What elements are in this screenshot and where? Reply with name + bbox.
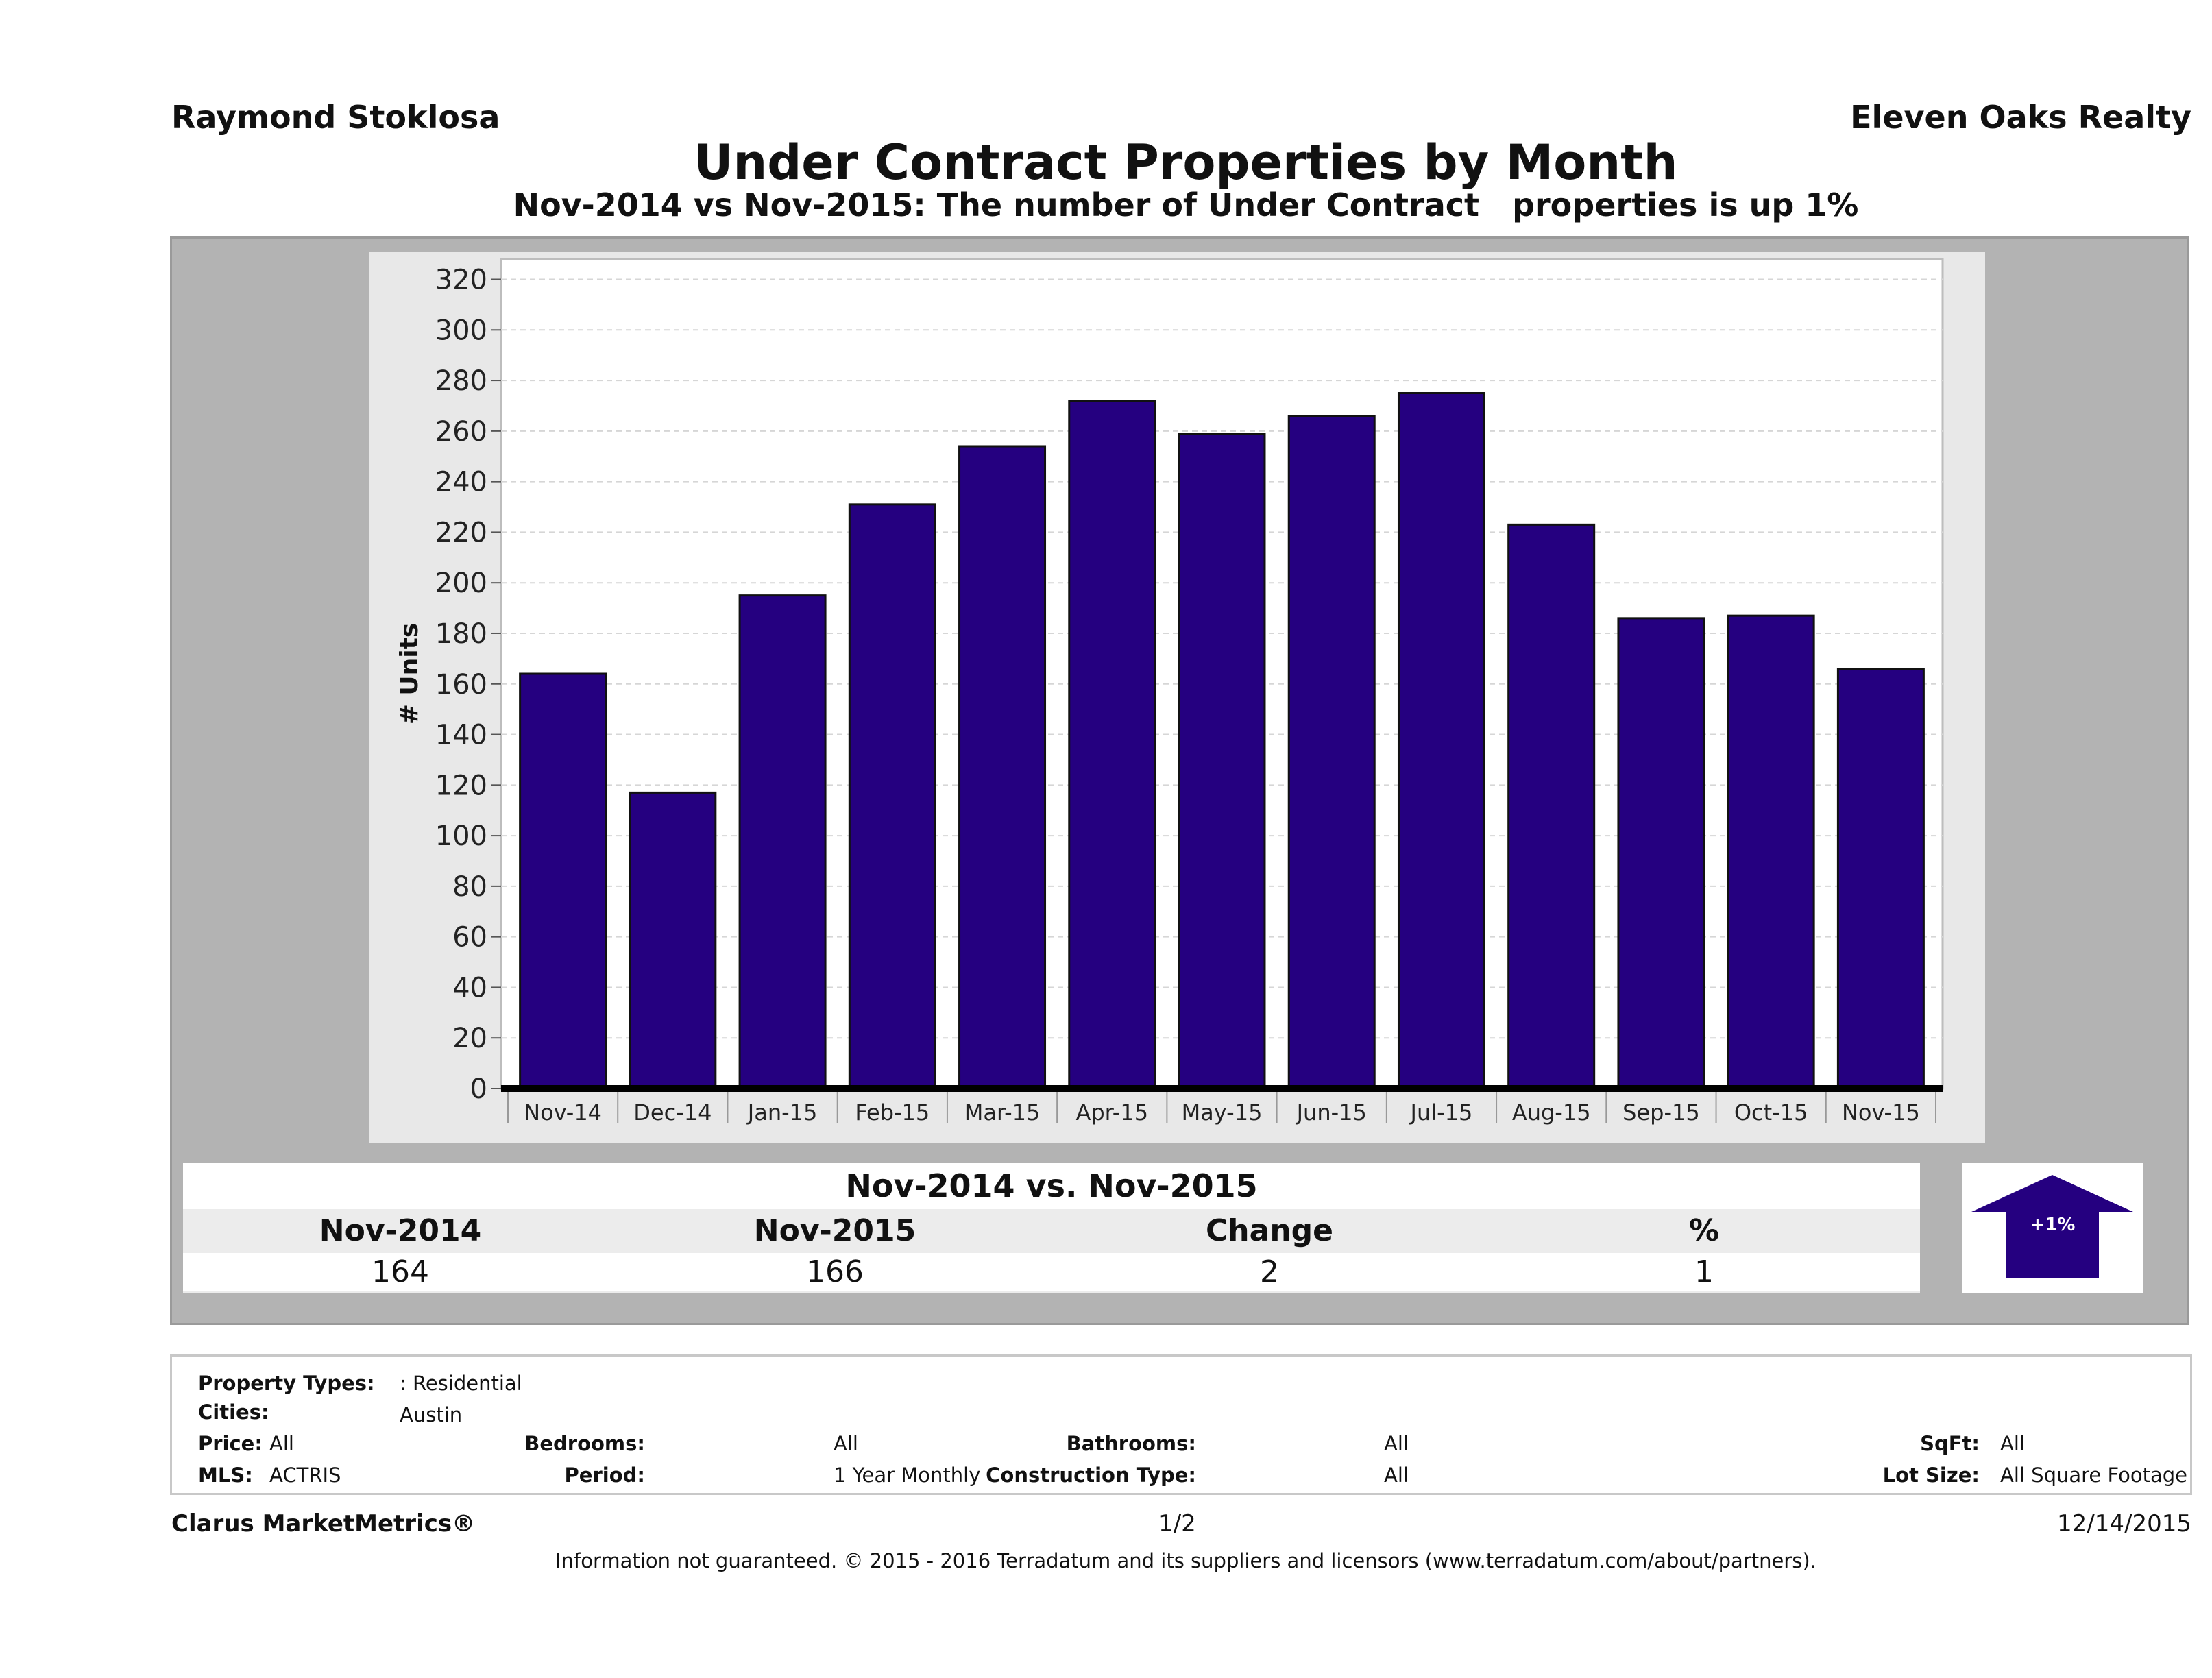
y-tick-label: 120 [435, 770, 487, 801]
value-percent: 1 [1694, 1254, 1714, 1289]
y-tick-label: 320 [435, 265, 487, 296]
x-tick-label: Jul-15 [1409, 1099, 1473, 1126]
y-tick-label: 60 [452, 922, 487, 953]
page-number: 1/2 [1158, 1510, 1196, 1537]
chart-title: Under Contract Properties by Month [694, 134, 1678, 191]
plot-area: 0 20 40 60 80 100 120 140 160 180 200 220 240 260 280 3… [369, 252, 1985, 1143]
price-label: Price: [198, 1432, 263, 1455]
construction-type-label: Construction Type: [986, 1463, 1196, 1487]
mls-label: MLS: [198, 1463, 253, 1487]
bedrooms-label: Bedrooms: [524, 1432, 645, 1455]
property-types-value: : Residential [400, 1372, 522, 1395]
y-tick-label: 200 [435, 568, 487, 599]
x-tick-label: May-15 [1182, 1099, 1263, 1126]
period-value: 1 Year Monthly [834, 1463, 981, 1487]
property-types-label: Property Types: [198, 1372, 375, 1395]
agent-name: Raymond Stoklosa [171, 99, 500, 136]
y-tick-label: 140 [435, 720, 487, 751]
bar [958, 445, 1047, 1090]
x-tick-label: Mar-15 [964, 1099, 1041, 1126]
chart-panel: 0 20 40 60 80 100 120 140 160 180 200 220 240 260 280 3… [170, 236, 2189, 1325]
x-tick-label: Sep-15 [1622, 1099, 1700, 1126]
chart-subtitle: Nov-2014 vs Nov-2015: The number of Unde… [513, 186, 1859, 223]
comparison-header-row: Nov-2014 Nov-2015 Change % [183, 1209, 1920, 1253]
comparison-title: Nov-2014 vs. Nov-2015 [183, 1163, 1920, 1209]
construction-type-value: All [1384, 1463, 1409, 1487]
bar [848, 503, 936, 1090]
y-tick-label: 40 [452, 972, 487, 1004]
value-nov-2014: 164 [372, 1254, 429, 1289]
y-axis-label: # Units [396, 623, 424, 725]
up-arrow-icon [1971, 1175, 2133, 1278]
x-tick-label: Feb-15 [855, 1099, 929, 1126]
y-tick-label: 180 [435, 618, 487, 650]
y-tick-label: 240 [435, 467, 487, 498]
y-tick-label: 80 [452, 871, 487, 903]
x-tick-label: Aug-15 [1512, 1099, 1591, 1126]
bar [1507, 523, 1596, 1090]
period-label: Period: [564, 1463, 645, 1487]
y-tick-label: 100 [435, 820, 487, 852]
x-tick-label: Dec-14 [633, 1099, 712, 1126]
bathrooms-label: Bathrooms: [1066, 1432, 1196, 1455]
report-date: 12/14/2015 [2057, 1510, 2191, 1537]
lot-size-label: Lot Size: [1882, 1463, 1980, 1487]
cities-value: Austin [400, 1403, 463, 1426]
x-tick-label: Nov-14 [524, 1099, 602, 1126]
bar [519, 672, 607, 1090]
bar [1178, 433, 1266, 1090]
bedrooms-value: All [834, 1432, 858, 1455]
header-nov-2014: Nov-2014 [319, 1213, 482, 1248]
header-nov-2015: Nov-2015 [753, 1213, 916, 1248]
comparison-table: Nov-2014 vs. Nov-2015 Nov-2014 Nov-2015 … [183, 1163, 1920, 1293]
sqft-label: SqFt: [1920, 1432, 1980, 1455]
footer-brand: Clarus MarketMetrics® [171, 1510, 476, 1537]
x-tick-label: Oct-15 [1734, 1099, 1808, 1126]
y-tick-label: 0 [470, 1073, 487, 1105]
y-tick-label: 260 [435, 416, 487, 448]
bathrooms-value: All [1384, 1432, 1409, 1455]
mls-value: ACTRIS [269, 1463, 341, 1487]
comparison-value-row: 164 166 2 1 [183, 1253, 1920, 1291]
header-change: Change [1206, 1213, 1333, 1248]
bar [1287, 415, 1376, 1090]
bar-chart: 0 20 40 60 80 100 120 140 160 180 200 220 240 260 280 3… [396, 258, 1944, 1126]
x-tick-label: Apr-15 [1075, 1099, 1148, 1126]
value-nov-2015: 166 [806, 1254, 864, 1289]
price-value: All [269, 1432, 294, 1455]
disclaimer: Information not guaranteed. © 2015 - 201… [555, 1549, 1816, 1572]
x-tick-label: Jun-15 [1296, 1099, 1367, 1126]
trend-badge: +1% [1962, 1163, 2143, 1293]
header-percent: % [1688, 1213, 1720, 1248]
y-tick-label: 20 [452, 1023, 487, 1054]
bar [1836, 668, 1925, 1090]
value-change: 2 [1260, 1254, 1279, 1289]
bar [1397, 392, 1485, 1090]
x-tick-label: Nov-15 [1842, 1099, 1920, 1126]
y-tick-label: 160 [435, 669, 487, 701]
sqft-value: All [2000, 1432, 2025, 1455]
bar [629, 791, 717, 1090]
y-tick-label: 300 [435, 315, 487, 346]
x-tick-label: Jan-15 [746, 1099, 818, 1126]
brokerage-name: Eleven Oaks Realty [1850, 99, 2191, 136]
y-tick-label: 280 [435, 365, 487, 397]
lot-size-value: All Square Footage [2000, 1463, 2188, 1487]
bar [1617, 617, 1705, 1090]
trend-badge-label: +1% [2030, 1215, 2076, 1235]
y-tick-label: 220 [435, 517, 487, 548]
bar [1727, 614, 1815, 1090]
search-criteria: Property Types: : Residential Cities: Au… [170, 1354, 2192, 1495]
cities-label: Cities: [198, 1400, 269, 1424]
bar [1068, 400, 1156, 1090]
bar [738, 594, 827, 1090]
